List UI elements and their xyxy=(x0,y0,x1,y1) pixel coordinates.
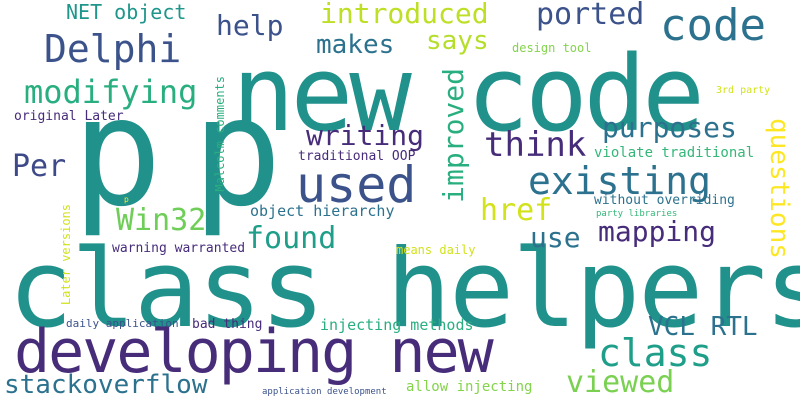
word: makes xyxy=(316,30,395,60)
word: VCL RTL xyxy=(648,312,758,342)
word: Malcolm comments xyxy=(213,76,227,192)
word: traditional OOP xyxy=(298,149,416,164)
word: stackoverflow xyxy=(4,370,208,400)
word: warning warranted xyxy=(112,241,246,256)
word: improved xyxy=(437,68,470,203)
word: help xyxy=(216,9,284,42)
word: original Later xyxy=(14,109,124,124)
word: purposes xyxy=(602,111,737,144)
word: 3rd party xyxy=(716,85,771,96)
word: existing xyxy=(528,159,712,203)
word: p xyxy=(124,195,129,204)
word: says xyxy=(426,26,489,56)
word: p xyxy=(192,66,283,240)
word: new code xyxy=(232,33,705,155)
word: class xyxy=(598,331,713,375)
word: used xyxy=(296,156,417,214)
word: violate traditional xyxy=(594,145,755,161)
word: code xyxy=(660,0,766,51)
word: modifying xyxy=(24,73,198,111)
word: Win32 xyxy=(116,203,207,238)
word: href xyxy=(480,193,553,228)
word: writing xyxy=(306,119,425,152)
word: use xyxy=(530,221,581,254)
word: Delphi xyxy=(44,27,182,71)
word: Later versions xyxy=(59,204,73,306)
word: ported xyxy=(536,0,645,32)
word: means daily xyxy=(396,243,476,257)
word: introduced xyxy=(320,0,489,30)
word: daily application xyxy=(66,317,179,330)
word: questions xyxy=(764,118,794,259)
word: bad thing xyxy=(192,317,263,332)
word: party libraries xyxy=(596,209,678,219)
word: application development xyxy=(262,387,387,397)
word: p xyxy=(72,66,163,240)
word: Per xyxy=(12,149,67,184)
word: injecting methods xyxy=(320,316,474,334)
word: mapping xyxy=(598,215,717,248)
word: NET object xyxy=(66,0,187,24)
word: found xyxy=(246,221,337,256)
word: developing new xyxy=(14,317,494,387)
word: design tool xyxy=(512,41,592,55)
word: class helpers xyxy=(8,227,800,352)
word: think xyxy=(484,125,587,165)
word: object hierarchy xyxy=(250,202,395,220)
word: allow injecting xyxy=(406,379,533,395)
word: without overriding xyxy=(594,193,735,208)
word: viewed xyxy=(566,365,675,400)
